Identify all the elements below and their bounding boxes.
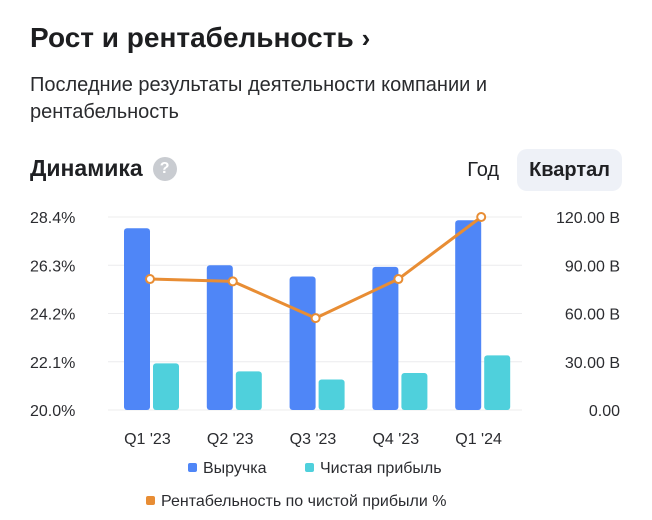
- legend-revenue-swatch: [188, 463, 197, 472]
- legend-margin-label[interactable]: Рентабельность по чистой прибыли %: [161, 493, 446, 510]
- revenue-bar[interactable]: [455, 220, 482, 410]
- x-axis-tick: Q1 '24: [455, 431, 502, 448]
- left-axis-tick: 24.2%: [30, 307, 75, 324]
- section-title: Динамика ?: [30, 155, 177, 182]
- revenue-bar[interactable]: [124, 228, 150, 410]
- period-toggle: Год Квартал: [455, 149, 622, 191]
- margin-point[interactable]: [310, 313, 321, 324]
- right-axis-tick: 60.00 B: [565, 307, 620, 324]
- right-axis-tick: 120.00 B: [556, 210, 620, 227]
- net-profit-bar[interactable]: [484, 355, 511, 410]
- margin-point[interactable]: [227, 276, 238, 287]
- legend-net-profit-label[interactable]: Чистая прибыль: [320, 460, 442, 477]
- period-year-button[interactable]: Год: [467, 158, 500, 181]
- left-axis-tick: 22.1%: [30, 355, 75, 372]
- revenue-bar[interactable]: [206, 265, 233, 410]
- x-axis-tick: Q4 '23: [372, 431, 419, 448]
- right-axis-tick: 30.00 B: [565, 355, 620, 372]
- net-profit-bar[interactable]: [401, 373, 428, 410]
- page-title-text: Рост и рентабельность: [30, 22, 354, 53]
- page-title[interactable]: Рост и рентабельность ›: [30, 22, 370, 54]
- x-axis-tick: Q1 '23: [124, 431, 171, 448]
- legend-net-profit-swatch: [305, 463, 314, 472]
- left-axis-tick: 28.4%: [30, 210, 75, 227]
- x-axis-tick: Q3 '23: [290, 431, 337, 448]
- right-axis-tick: 90.00 B: [565, 258, 620, 275]
- legend-revenue-label[interactable]: Выручка: [203, 460, 267, 477]
- growth-chart: 28.4% 120.00 B 26.3% 90.00 B 24.2% 60.00 B 22.…: [30, 210, 620, 510]
- revenue-bar[interactable]: [372, 266, 399, 410]
- section-title-text: Динамика: [30, 155, 143, 181]
- right-axis-tick: 0.00: [589, 403, 620, 420]
- page-subtitle: Последние результаты деятельности компан…: [30, 74, 488, 123]
- chevron-right-icon: ›: [361, 23, 371, 53]
- left-axis-tick: 26.3%: [30, 258, 75, 275]
- help-icon[interactable]: ?: [152, 156, 177, 181]
- margin-point[interactable]: [476, 212, 487, 222]
- margin-point[interactable]: [393, 274, 404, 285]
- net-profit-bar[interactable]: [153, 363, 179, 410]
- margin-point[interactable]: [145, 274, 155, 285]
- x-axis-tick: Q2 '23: [207, 431, 254, 448]
- period-quarter-button[interactable]: Квартал: [517, 149, 622, 191]
- net-profit-bar[interactable]: [235, 371, 262, 410]
- revenue-bar[interactable]: [289, 276, 316, 410]
- net-profit-bar[interactable]: [318, 379, 345, 410]
- left-axis-tick: 20.0%: [30, 403, 75, 420]
- legend-margin-swatch: [146, 496, 155, 505]
